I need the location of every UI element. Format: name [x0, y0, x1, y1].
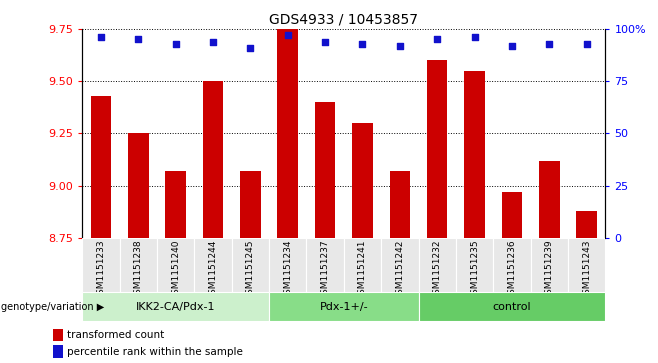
Bar: [501, 192, 522, 238]
Text: GSM1151232: GSM1151232: [433, 240, 442, 300]
Bar: [120, 238, 157, 292]
Text: GSM1151243: GSM1151243: [582, 240, 591, 300]
Bar: [203, 81, 223, 238]
Text: GSM1151233: GSM1151233: [97, 240, 105, 300]
Bar: [456, 238, 494, 292]
Bar: [232, 238, 269, 292]
Point: [507, 43, 517, 49]
Text: GSM1151240: GSM1151240: [171, 240, 180, 300]
Bar: [494, 238, 530, 292]
Point: [170, 41, 181, 46]
Point: [432, 37, 442, 42]
Point: [208, 38, 218, 44]
Bar: [194, 238, 232, 292]
Point: [95, 34, 106, 40]
Text: GSM1151238: GSM1151238: [134, 240, 143, 300]
Title: GDS4933 / 10453857: GDS4933 / 10453857: [269, 12, 418, 26]
Text: GSM1151235: GSM1151235: [470, 240, 479, 300]
Text: control: control: [493, 302, 531, 312]
Point: [469, 34, 480, 40]
Text: genotype/variation ▶: genotype/variation ▶: [1, 302, 105, 312]
Bar: [269, 238, 307, 292]
Bar: [91, 96, 111, 238]
Bar: [53, 345, 63, 358]
Bar: [82, 238, 120, 292]
Text: GSM1151237: GSM1151237: [320, 240, 330, 300]
Point: [357, 41, 368, 46]
Point: [395, 43, 405, 49]
Text: GSM1151241: GSM1151241: [358, 240, 367, 300]
Bar: [418, 292, 605, 321]
Bar: [157, 238, 194, 292]
Bar: [390, 171, 410, 238]
Point: [245, 45, 256, 51]
Text: percentile rank within the sample: percentile rank within the sample: [67, 347, 243, 356]
Bar: [576, 211, 597, 238]
Point: [320, 38, 330, 44]
Bar: [53, 329, 63, 341]
Bar: [315, 102, 336, 238]
Bar: [307, 238, 344, 292]
Bar: [427, 60, 447, 238]
Bar: [381, 238, 418, 292]
Point: [282, 32, 293, 38]
Bar: [278, 29, 298, 238]
Bar: [128, 134, 149, 238]
Bar: [568, 238, 605, 292]
Text: GSM1151234: GSM1151234: [283, 240, 292, 300]
Bar: [269, 292, 418, 321]
Text: GSM1151236: GSM1151236: [507, 240, 517, 300]
Bar: [539, 160, 559, 238]
Text: transformed count: transformed count: [67, 330, 164, 340]
Text: GSM1151242: GSM1151242: [395, 240, 405, 300]
Bar: [343, 238, 381, 292]
Text: GSM1151244: GSM1151244: [209, 240, 218, 300]
Bar: [418, 238, 456, 292]
Bar: [240, 171, 261, 238]
Text: GSM1151245: GSM1151245: [246, 240, 255, 300]
Point: [133, 37, 143, 42]
Point: [582, 41, 592, 46]
Text: IKK2-CA/Pdx-1: IKK2-CA/Pdx-1: [136, 302, 215, 312]
Bar: [465, 71, 485, 238]
Text: Pdx-1+/-: Pdx-1+/-: [320, 302, 368, 312]
Point: [544, 41, 555, 46]
Bar: [530, 238, 568, 292]
Bar: [352, 123, 373, 238]
Text: GSM1151239: GSM1151239: [545, 240, 554, 300]
Bar: [165, 171, 186, 238]
Bar: [82, 292, 269, 321]
